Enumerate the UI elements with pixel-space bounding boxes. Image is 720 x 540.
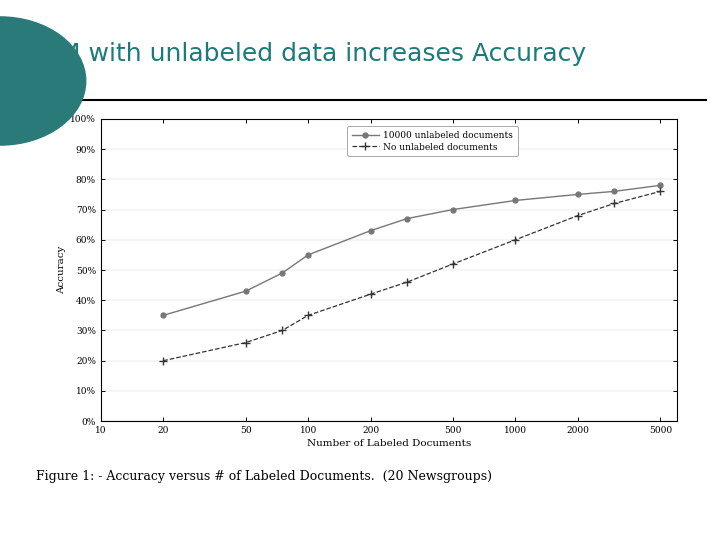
10000 unlabeled documents	[402, 215, 411, 222]
10000 unlabeled documents	[656, 182, 665, 188]
X-axis label: Number of Labeled Documents: Number of Labeled Documents	[307, 439, 471, 448]
No unlabeled documents	[402, 279, 411, 285]
10000 unlabeled documents	[511, 197, 520, 204]
10000 unlabeled documents	[304, 252, 312, 258]
No unlabeled documents	[574, 212, 582, 219]
10000 unlabeled documents	[366, 227, 375, 234]
No unlabeled documents	[511, 237, 520, 243]
Text: Figure 1: - Accuracy versus # of Labeled Documents.  (20 Newsgroups): Figure 1: - Accuracy versus # of Labeled…	[36, 470, 492, 483]
Line: No unlabeled documents: No unlabeled documents	[159, 187, 665, 364]
No unlabeled documents	[278, 327, 287, 334]
No unlabeled documents	[610, 200, 618, 207]
No unlabeled documents	[241, 339, 250, 346]
Legend: 10000 unlabeled documents, No unlabeled documents: 10000 unlabeled documents, No unlabeled …	[347, 126, 518, 156]
10000 unlabeled documents	[241, 288, 250, 294]
No unlabeled documents	[304, 312, 312, 319]
10000 unlabeled documents	[278, 270, 287, 276]
No unlabeled documents	[449, 261, 457, 267]
No unlabeled documents	[159, 357, 168, 364]
Text: EM with unlabeled data increases Accuracy: EM with unlabeled data increases Accurac…	[43, 42, 586, 66]
10000 unlabeled documents	[574, 191, 582, 198]
10000 unlabeled documents	[159, 312, 168, 319]
No unlabeled documents	[366, 291, 375, 298]
Line: 10000 unlabeled documents: 10000 unlabeled documents	[161, 183, 663, 318]
No unlabeled documents	[656, 188, 665, 194]
Y-axis label: Accuracy: Accuracy	[57, 246, 66, 294]
10000 unlabeled documents	[610, 188, 618, 194]
10000 unlabeled documents	[449, 206, 457, 213]
